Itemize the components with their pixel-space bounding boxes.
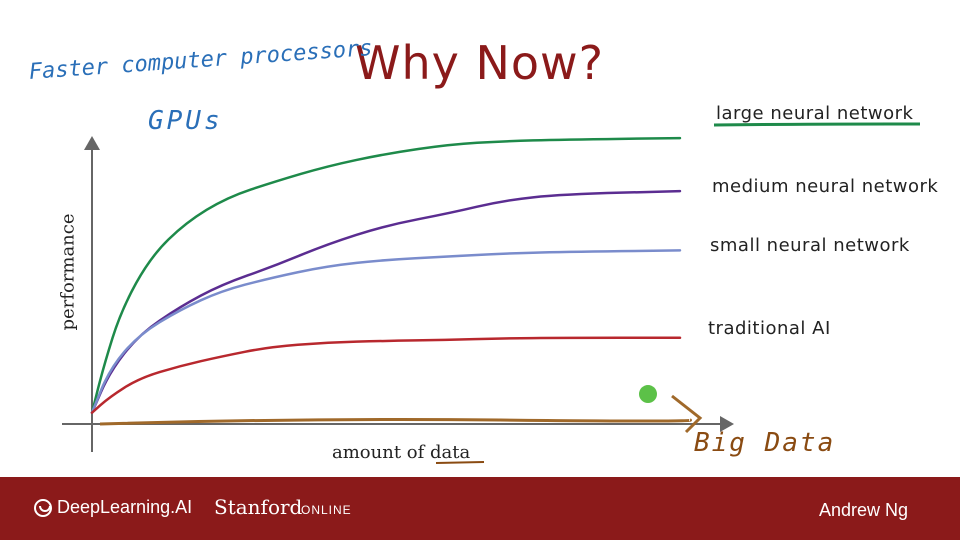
green-marker-dot — [639, 385, 657, 404]
performance-chart — [62, 122, 921, 464]
series-group — [90, 136, 682, 414]
footer-bar: DeepLearning.AI Stanford ONLINE Andrew N… — [0, 477, 960, 540]
author-name: Andrew Ng — [819, 500, 909, 520]
big-data-underline — [99, 418, 692, 426]
series-label-large: large neural network — [716, 103, 914, 124]
deeplearning-logo-icon — [34, 499, 52, 517]
chart-axes — [62, 136, 734, 452]
big-data-arrowhead — [671, 394, 703, 434]
slide-title: Why Now? — [355, 36, 605, 90]
y-axis-label: performance — [57, 213, 79, 331]
series-label-medium: medium neural network — [712, 176, 939, 197]
series-label-small: small neural network — [710, 235, 910, 256]
stanford-online: ONLINE — [301, 503, 352, 517]
series-line-small — [90, 249, 682, 414]
y-axis-arrow — [84, 136, 100, 150]
x-axis-label: amount of data — [332, 442, 471, 463]
deeplearning-brand: DeepLearning.AI — [57, 497, 193, 517]
series-line-medium — [90, 189, 682, 414]
stanford-brand: Stanford — [214, 495, 303, 519]
series-line-traditional — [90, 336, 682, 414]
handwritten-big-data: Big Data — [694, 428, 836, 458]
series-line-large — [90, 136, 682, 414]
large-label-underline — [713, 122, 921, 127]
xlabel-underline — [435, 461, 485, 464]
series-label-traditional: traditional AI — [708, 318, 831, 339]
x-axis-arrow — [720, 416, 734, 432]
handwritten-note-gpus: GPUs — [148, 106, 223, 136]
